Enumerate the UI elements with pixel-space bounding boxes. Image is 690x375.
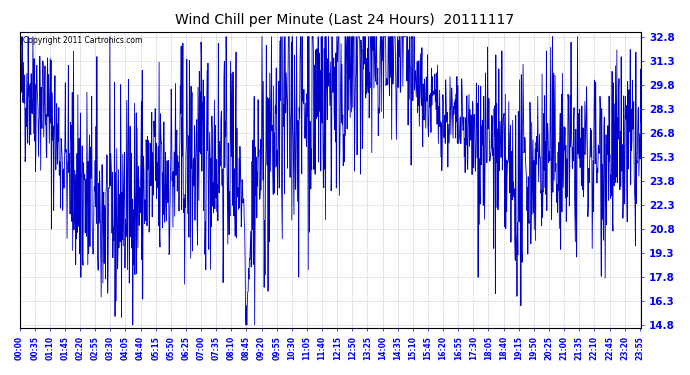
- Text: Wind Chill per Minute (Last 24 Hours)  20111117: Wind Chill per Minute (Last 24 Hours) 20…: [175, 13, 515, 27]
- Text: Copyright 2011 Cartronics.com: Copyright 2011 Cartronics.com: [23, 36, 142, 45]
